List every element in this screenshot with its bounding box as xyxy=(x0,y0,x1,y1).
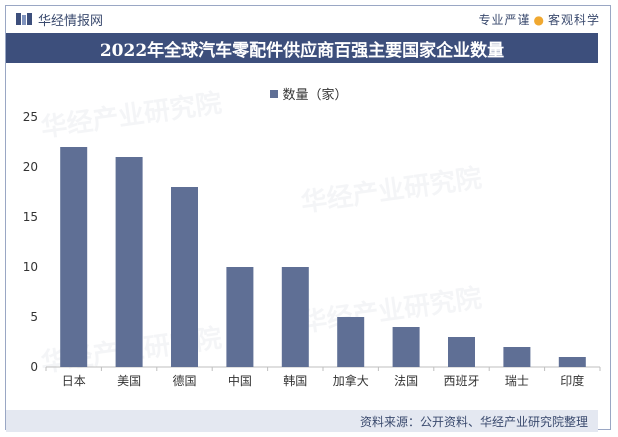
slogan-right: 客观科学 xyxy=(547,12,600,27)
y-tick-label: 5 xyxy=(30,310,38,324)
y-tick-label: 0 xyxy=(30,360,38,374)
y-tick-label: 15 xyxy=(23,210,38,224)
legend-swatch xyxy=(270,89,279,98)
x-tick-label: 法国 xyxy=(394,374,418,388)
bar xyxy=(281,267,309,367)
footer: 资料来源：公开资料、华经产业研究院整理 xyxy=(6,410,598,432)
top-bar: 华经情报网 专业严谨 ● 客观科学 xyxy=(6,6,610,32)
y-tick-label: 10 xyxy=(23,260,38,274)
x-tick-label: 韩国 xyxy=(283,373,307,388)
bar xyxy=(558,357,586,367)
x-tick-label: 中国 xyxy=(228,373,252,388)
x-tick-label: 西班牙 xyxy=(443,374,479,388)
bar xyxy=(448,337,475,367)
bar xyxy=(503,347,531,367)
slogan-dot-icon: ● xyxy=(533,12,545,27)
x-tick-label: 加拿大 xyxy=(333,373,369,388)
bar xyxy=(226,267,254,367)
source-note: 资料来源：公开资料、华经产业研究院整理 xyxy=(359,414,588,429)
brand-logo-icon xyxy=(16,13,32,25)
x-tick-label: 瑞士 xyxy=(505,374,529,388)
slogan-left: 专业严谨 xyxy=(478,12,531,27)
slogan: 专业严谨 ● 客观科学 xyxy=(478,11,600,28)
y-tick-label: 20 xyxy=(23,160,38,174)
brand-name: 华经情报网 xyxy=(38,13,104,29)
bar xyxy=(171,187,198,367)
bar xyxy=(392,327,420,367)
chart-legend: 数量（家） xyxy=(0,84,618,103)
brand: 华经情报网 xyxy=(16,10,103,29)
x-tick-label: 印度 xyxy=(560,373,584,388)
bar xyxy=(60,147,88,367)
x-tick-label: 美国 xyxy=(117,374,141,388)
chart-title: 2022年全球汽车零配件供应商百强主要国家企业数量 xyxy=(6,33,598,63)
legend-label: 数量（家） xyxy=(282,88,348,103)
bar xyxy=(115,157,143,367)
x-tick-label: 日本 xyxy=(62,374,86,388)
bar xyxy=(337,317,365,367)
y-tick-label: 25 xyxy=(23,110,38,124)
x-tick-label: 德国 xyxy=(172,373,196,388)
